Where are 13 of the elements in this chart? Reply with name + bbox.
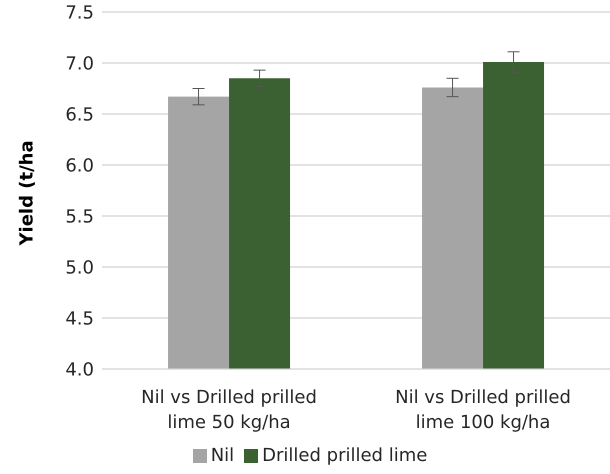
y-tick-label: 7.5 (65, 2, 94, 24)
y-tick-label: 5.0 (65, 257, 94, 278)
y-tick-label: 7.0 (65, 53, 94, 74)
y-axis-title: Yield (t/ha (16, 140, 38, 246)
y-tick-label: 4.0 (65, 359, 94, 380)
x-tick-label: Nil vs Drilled prilled lime 100 kg/ha (395, 387, 571, 434)
y-tick-label: 5.5 (65, 206, 94, 228)
legend-label: Nil (210, 445, 234, 466)
y-tick-label: 6.0 (65, 155, 94, 176)
y-tick-label: 4.5 (65, 308, 94, 330)
y-tick-label: 6.5 (65, 104, 94, 126)
legend-label: Drilled prilled lime (262, 445, 428, 466)
x-tick-label: Nil vs Drilled prilled lime 50 kg/ha (141, 387, 317, 434)
